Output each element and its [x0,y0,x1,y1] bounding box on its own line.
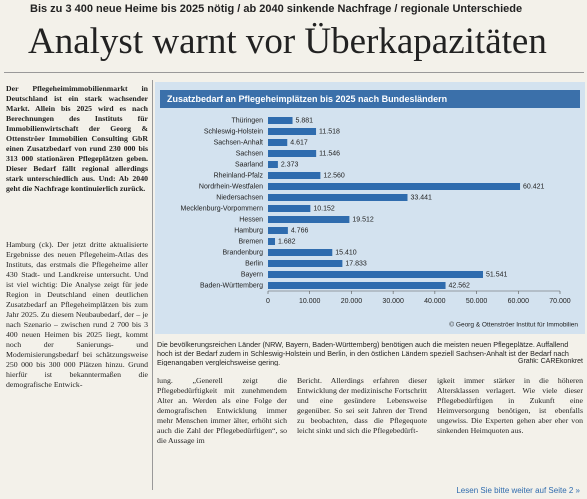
category-label: Bremen [238,238,263,245]
bar [268,183,521,190]
bar [268,249,333,256]
x-tick-label: 20.000 [341,298,363,305]
kicker: Bis zu 3 400 neue Heime bis 2025 nötig /… [30,3,523,15]
bar [268,194,408,201]
category-label: Sachsen [236,150,263,157]
x-tick-label: 50.000 [466,298,488,305]
footer: Lesen Sie bitte weiter auf Seite 2 » [456,486,580,495]
category-label: Niedersachsen [216,194,263,201]
value-label: 19.512 [352,216,374,223]
bar [268,150,317,157]
chart: Zusatzbedarf an Pflegeheimplätzen bis 20… [155,82,585,334]
value-label: 4.617 [290,139,308,146]
bar [268,260,343,267]
value-label: 5.881 [296,117,314,124]
value-label: 11.546 [319,150,340,157]
value-label: 42.562 [449,282,471,289]
value-label: 15.410 [335,249,357,256]
bar [268,172,321,179]
bar [268,227,288,234]
category-label: Rheinland-Pfalz [214,172,264,179]
value-label: 10.152 [313,205,335,212]
category-label: Brandenburg [223,249,264,256]
bar [268,117,293,124]
credit: Grafik: CAREkonkret [518,358,583,365]
category-label: Baden-Württemberg [200,282,263,289]
value-label: 17.833 [345,260,367,267]
x-tick-label: 10.000 [299,298,321,305]
x-tick-label: 70.000 [549,298,571,305]
chart-source: © Georg & Ottenströer Institut für Immob… [449,321,578,329]
value-label: 4.766 [291,227,309,234]
value-label: 12.560 [323,172,345,179]
body-column: Bericht. Allerdings erfahren dieser Entw… [297,376,427,435]
bar [268,205,311,212]
lead: Der Pflegeheimimmobilienmarkt in Deutsch… [6,84,148,193]
category-label: Nordrhein-Westfalen [199,183,263,190]
value-label: 51.541 [486,271,508,278]
category-label: Thüringen [231,117,263,124]
bar [268,139,288,146]
bar [268,271,483,278]
category-label: Sachsen-Anhalt [214,139,263,146]
bar [268,128,317,135]
x-tick-label: 40.000 [424,298,446,305]
value-label: 2.373 [281,161,299,168]
category-label: Saarland [235,161,263,168]
category-label: Berlin [245,260,263,267]
value-label: 33.441 [410,194,432,201]
value-label: 1.682 [278,238,296,245]
x-tick-label: 0 [266,298,270,305]
category-label: Hamburg [234,227,263,234]
chart-background [155,82,585,334]
x-tick-label: 60.000 [508,298,530,305]
bar [268,161,278,168]
category-label: Mecklenburg-Vorpommern [181,205,264,212]
chart-title: Zusatzbedarf an Pflegeheimplätzen bis 20… [167,94,447,104]
bar [268,238,276,245]
bar [268,282,446,289]
body-column: lung. „Generell zeigt die Pflegebedürfti… [157,376,287,445]
value-label: 11.518 [319,128,340,135]
body-column: igkeit immer stärker in die höheren Alte… [437,376,583,435]
caption: Die bevölkerungsreichen Länder (NRW, Bay… [157,340,569,366]
category-label: Schleswig-Holstein [204,128,263,135]
body-column: Hamburg (ck). Der jetzt dritte aktualisi… [6,240,148,389]
column-rule [152,80,153,490]
category-label: Hessen [239,216,263,223]
category-label: Bayern [241,271,263,278]
chart-header [160,90,580,108]
rule [4,72,584,73]
headline: Analyst warnt vor Überkapazitäten [28,21,547,62]
value-label: 60.421 [523,183,545,190]
bar [268,216,350,223]
x-tick-label: 30.000 [382,298,404,305]
